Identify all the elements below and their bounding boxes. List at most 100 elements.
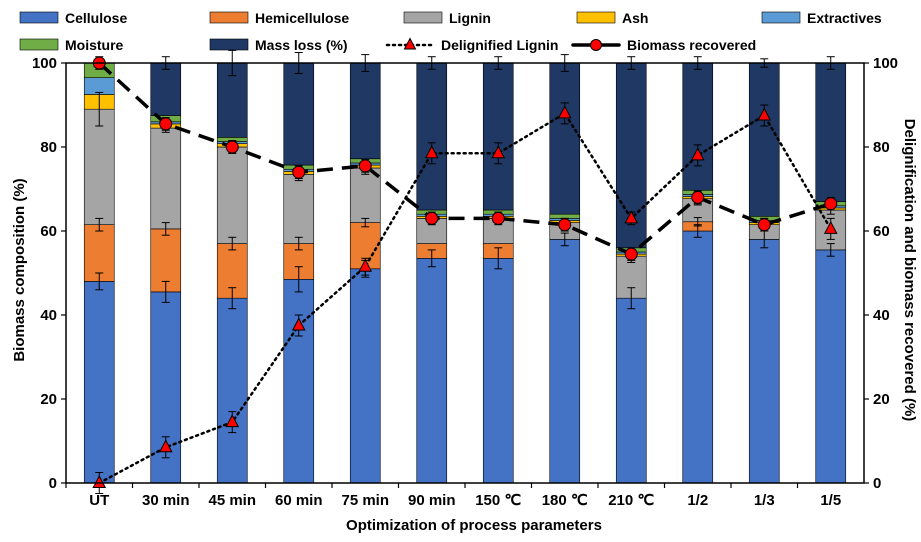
y-tick-label-60: 60: [40, 223, 57, 240]
error-bar-cellulose-90-min: [427, 249, 436, 268]
error-bar-hemicellulose-ut: [95, 217, 104, 232]
error-bar-cellulose-30-min: [161, 280, 170, 303]
error-bar-hemicellulose-1-2: [693, 217, 702, 227]
legend-item-biomass-recovered: Biomass recovered: [571, 37, 756, 53]
legend-label-hemicellulose: Hemicellulose: [255, 10, 349, 26]
y2-tick-label-0: 0: [873, 475, 881, 492]
point-biomass-recovered-30-min: [159, 117, 173, 131]
bar-cellulose-1-2: [682, 230, 714, 484]
bar-cellulose-180: [549, 239, 581, 484]
legend-item-delignified-lignin: Delignified Lignin: [385, 37, 558, 53]
bar-mass-loss-150: [482, 62, 514, 211]
legend-marker: [403, 37, 417, 50]
point-biomass-recovered-75-min: [358, 159, 372, 173]
legend-swatch: [19, 38, 59, 51]
legend-item-extractives: Extractives: [761, 10, 882, 26]
legend-item-mass-loss: Mass loss (%): [209, 37, 348, 53]
point-biomass-recovered-150: [491, 211, 505, 225]
point-delignified-lignin-30-min: [158, 439, 173, 453]
plot-frame: [65, 62, 865, 484]
x-tick-label-1-5: 1/5: [820, 492, 841, 509]
point-delignified-lignin-ut: [92, 474, 107, 488]
y2-axis-title: Delignification and biomass recovered (%…: [901, 119, 918, 422]
y2-tick-label-100: 100: [873, 55, 898, 72]
error-bar-lignin-ut: [95, 91, 104, 127]
legend-item-ash: Ash: [576, 10, 648, 26]
x-tick-label-45-min: 45 min: [208, 492, 256, 509]
legend-label-ash: Ash: [622, 10, 648, 26]
legend-label-delignified-lignin: Delignified Lignin: [441, 37, 558, 53]
legend-label-extractives: Extractives: [807, 10, 882, 26]
bar-mass-loss-1-5: [815, 62, 847, 202]
bar-mass-loss-1-2: [682, 62, 714, 191]
point-delignified-lignin-75-min: [358, 258, 373, 272]
line-biomass-recovered: [98, 61, 832, 257]
bar-cellulose-60-min: [283, 278, 315, 484]
point-delignified-lignin-60-min: [291, 317, 306, 331]
point-biomass-recovered-45-min: [225, 140, 239, 154]
point-delignified-lignin-1-3: [757, 107, 772, 121]
bar-cellulose-75-min: [349, 268, 381, 484]
x-tick-label-150: 150 ℃: [475, 492, 521, 509]
bar-lignin-75-min: [349, 167, 381, 223]
point-delignified-lignin-45-min: [225, 414, 240, 428]
x-tick-label-180: 180 ℃: [542, 492, 588, 509]
legend-label-cellulose: Cellulose: [65, 10, 127, 26]
legend-item-cellulose: Cellulose: [19, 10, 127, 26]
legend-swatch: [576, 11, 616, 24]
legend-label-lignin: Lignin: [449, 10, 491, 26]
line-series: [92, 56, 838, 494]
error-bar-hemicellulose-30-min: [161, 222, 170, 236]
bar-lignin-ut: [83, 108, 115, 225]
bar-mass-loss-1-3: [748, 62, 780, 217]
bar-moisture-180: [549, 213, 581, 219]
error-bar-cellulose-60-min: [294, 266, 303, 293]
x-tick-label-30-min: 30 min: [142, 492, 190, 509]
point-delignified-lignin-90-min: [424, 145, 439, 159]
bar-mass-loss-75-min: [349, 62, 381, 160]
y-tick-label-0: 0: [49, 475, 57, 492]
bar-lignin-60-min: [283, 174, 315, 244]
bar-cellulose-150: [482, 257, 514, 484]
stacked-bars: [83, 62, 847, 484]
error-bar-cellulose-45-min: [228, 287, 237, 310]
error-bar-cellulose-150: [494, 247, 503, 270]
point-biomass-recovered-1-5: [824, 197, 838, 211]
y2-tick-label-80: 80: [873, 139, 890, 156]
x-tick-label-210: 210 ℃: [608, 492, 654, 509]
legend-swatch: [19, 11, 59, 24]
bar-cellulose-1-5: [815, 249, 847, 484]
bar-mass-loss-90-min: [416, 62, 448, 211]
point-biomass-recovered-1-2: [691, 190, 705, 204]
x-tick-label-1-2: 1/2: [687, 492, 708, 509]
error-bar-hemicellulose-45-min: [228, 236, 237, 251]
y-tick-label-20: 20: [40, 391, 57, 408]
legend-label-mass-loss: Mass loss (%): [255, 37, 348, 53]
error-bars: [95, 49, 835, 310]
error-bar-hemicellulose-60-min: [294, 236, 303, 251]
point-biomass-recovered-60-min: [292, 165, 306, 179]
x-axis-title: Optimization of process parameters: [346, 517, 602, 534]
x-tick-label-60-min: 60 min: [275, 492, 323, 509]
bar-lignin-45-min: [216, 146, 248, 244]
y2-tick-label-20: 20: [873, 391, 890, 408]
bar-cellulose-45-min: [216, 297, 248, 484]
legend-item-moisture: Moisture: [19, 37, 124, 53]
y2-tick-label-40: 40: [873, 307, 890, 324]
bar-mass-loss-30-min: [150, 62, 182, 116]
point-delignified-lignin-150: [491, 145, 506, 159]
error-bar-cellulose-ut: [95, 272, 104, 291]
point-delignified-lignin-180: [557, 105, 572, 119]
y-axis-title: Biomass composition (%): [11, 178, 28, 361]
point-biomass-recovered-90-min: [425, 211, 439, 225]
legend-swatch: [761, 11, 801, 24]
bar-cellulose-ut: [83, 281, 115, 484]
point-biomass-recovered-180: [558, 218, 572, 232]
y-tick-label-80: 80: [40, 139, 57, 156]
x-tick-label-75-min: 75 min: [341, 492, 389, 509]
bar-mass-loss-180: [549, 62, 581, 215]
point-delignified-lignin-210: [624, 210, 639, 224]
error-bar-hemicellulose-75-min: [361, 217, 370, 228]
